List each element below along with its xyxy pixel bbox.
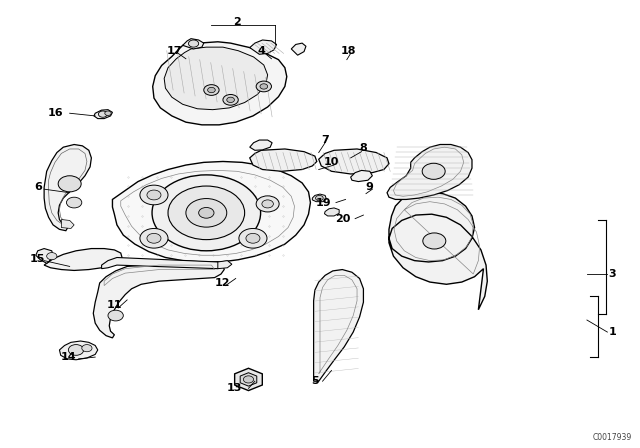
Circle shape xyxy=(140,185,168,205)
Polygon shape xyxy=(60,341,98,360)
Circle shape xyxy=(188,40,198,47)
Polygon shape xyxy=(324,208,339,216)
Polygon shape xyxy=(351,170,372,181)
Circle shape xyxy=(198,207,214,218)
Text: 15: 15 xyxy=(30,254,45,264)
Text: C0017939: C0017939 xyxy=(593,433,632,442)
Polygon shape xyxy=(93,262,224,338)
Text: 11: 11 xyxy=(107,300,122,310)
Polygon shape xyxy=(44,249,122,271)
Polygon shape xyxy=(125,261,223,265)
Circle shape xyxy=(246,233,260,243)
Polygon shape xyxy=(36,249,53,263)
Circle shape xyxy=(422,163,445,179)
Polygon shape xyxy=(250,40,276,54)
Circle shape xyxy=(67,197,82,208)
Polygon shape xyxy=(94,110,113,119)
Text: 4: 4 xyxy=(257,46,265,56)
Text: 2: 2 xyxy=(233,17,241,27)
Text: 10: 10 xyxy=(324,157,339,168)
Polygon shape xyxy=(387,145,472,199)
Polygon shape xyxy=(61,220,74,228)
Circle shape xyxy=(256,81,271,92)
Polygon shape xyxy=(250,140,272,151)
Circle shape xyxy=(227,97,234,103)
Circle shape xyxy=(186,198,227,227)
Text: 5: 5 xyxy=(311,376,319,386)
Polygon shape xyxy=(291,43,306,55)
Circle shape xyxy=(147,190,161,200)
Polygon shape xyxy=(314,270,364,381)
Circle shape xyxy=(82,345,92,352)
Polygon shape xyxy=(319,149,389,174)
Polygon shape xyxy=(182,39,204,49)
Polygon shape xyxy=(113,161,310,262)
Text: 9: 9 xyxy=(366,182,374,192)
Text: 12: 12 xyxy=(215,278,230,288)
Circle shape xyxy=(152,175,260,251)
Circle shape xyxy=(105,111,111,116)
Polygon shape xyxy=(235,368,262,391)
Circle shape xyxy=(223,95,238,105)
Text: 1: 1 xyxy=(609,327,616,337)
Text: 14: 14 xyxy=(60,352,76,362)
Text: 7: 7 xyxy=(321,135,329,145)
Circle shape xyxy=(99,111,108,117)
Polygon shape xyxy=(240,373,257,386)
Polygon shape xyxy=(102,258,221,269)
Polygon shape xyxy=(250,149,317,171)
Circle shape xyxy=(58,176,81,192)
Circle shape xyxy=(262,200,273,208)
Circle shape xyxy=(47,253,57,260)
Text: 20: 20 xyxy=(335,214,351,224)
Circle shape xyxy=(168,186,244,240)
Circle shape xyxy=(204,85,219,95)
Text: 6: 6 xyxy=(34,182,42,192)
Text: 19: 19 xyxy=(316,198,332,207)
Polygon shape xyxy=(389,192,487,310)
Circle shape xyxy=(243,376,253,383)
Circle shape xyxy=(68,345,84,355)
Circle shape xyxy=(140,228,168,248)
Circle shape xyxy=(423,233,446,249)
Text: 13: 13 xyxy=(227,383,242,393)
Circle shape xyxy=(256,196,279,212)
Circle shape xyxy=(260,84,268,89)
Polygon shape xyxy=(44,145,92,231)
Polygon shape xyxy=(153,42,287,125)
Text: 8: 8 xyxy=(360,143,367,153)
Circle shape xyxy=(108,310,124,321)
Text: 16: 16 xyxy=(47,108,63,118)
Text: 17: 17 xyxy=(166,46,182,56)
Text: 3: 3 xyxy=(609,269,616,279)
Circle shape xyxy=(316,195,323,201)
Polygon shape xyxy=(312,194,326,202)
Circle shape xyxy=(147,233,161,243)
Circle shape xyxy=(207,87,215,93)
Polygon shape xyxy=(164,47,268,110)
Polygon shape xyxy=(218,261,232,269)
Circle shape xyxy=(239,228,267,248)
Text: 18: 18 xyxy=(341,46,356,56)
